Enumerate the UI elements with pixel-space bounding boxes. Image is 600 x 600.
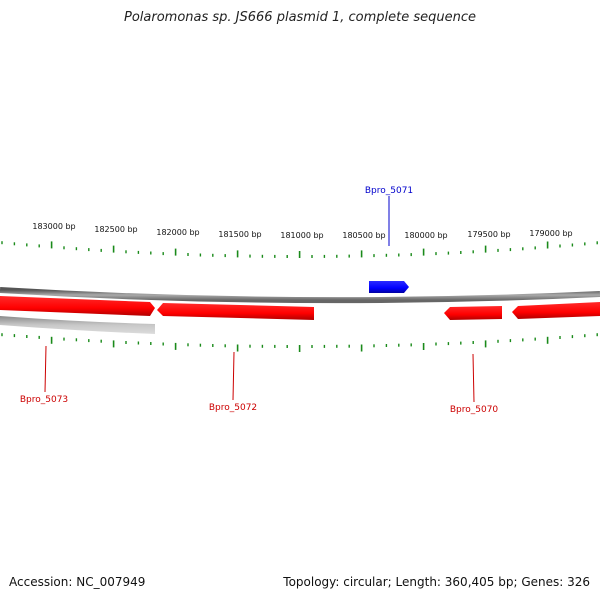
backbone-track	[0, 287, 600, 304]
ruler-label: 179000 bp	[529, 229, 572, 238]
accession-text: Accession: NC_007949	[9, 575, 146, 589]
gene-bpro-5070[interactable]	[444, 306, 502, 320]
ruler-label: 182500 bp	[94, 225, 137, 234]
ruler-label: 181000 bp	[280, 231, 323, 240]
leader-line	[44, 345, 47, 393]
leader-line	[232, 351, 235, 401]
gene-label[interactable]: Bpro_5071	[365, 186, 413, 196]
gene-bpro-5072[interactable]	[157, 303, 314, 320]
gene-bpro-5071[interactable]	[369, 281, 409, 293]
secondary-track	[0, 316, 155, 334]
ruler-label: 182000 bp	[156, 228, 199, 237]
ruler-ticks-top	[1, 241, 598, 258]
gene-label[interactable]: Bpro_5072	[209, 403, 257, 413]
ruler-label: 180000 bp	[404, 231, 447, 240]
ruler-labels: 183000 bp 182500 bp 182000 bp 181500 bp …	[32, 222, 572, 240]
map-title: Polaromonas sp. JS666 plasmid 1, complet…	[123, 10, 476, 25]
leader-line	[472, 353, 475, 403]
genome-summary-text: Topology: circular; Length: 360,405 bp; …	[283, 575, 590, 589]
gene-label[interactable]: Bpro_5073	[20, 395, 68, 405]
ruler-label: 183000 bp	[32, 222, 75, 231]
gene-bpro-5073[interactable]	[0, 296, 155, 316]
ruler-ticks-bottom	[1, 333, 598, 352]
gene-bpro-5069[interactable]	[512, 302, 600, 319]
ruler-label: 179500 bp	[467, 230, 510, 239]
ruler-label: 180500 bp	[342, 231, 385, 240]
ruler-label: 181500 bp	[218, 230, 261, 239]
gene-label[interactable]: Bpro_5070	[450, 405, 499, 415]
